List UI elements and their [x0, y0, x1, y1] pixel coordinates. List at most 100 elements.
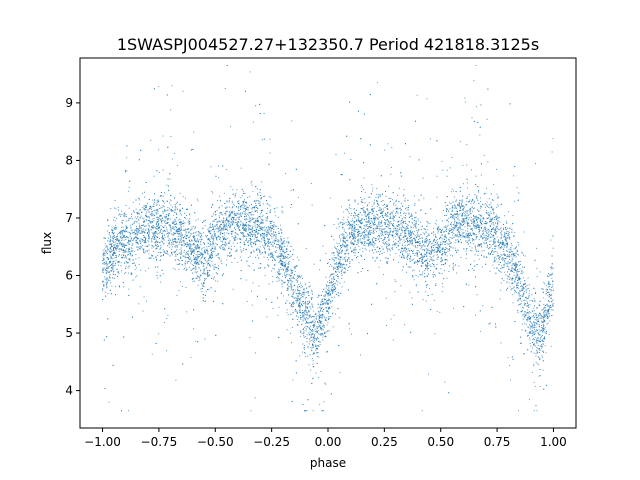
data-point	[197, 200, 199, 202]
data-point	[345, 268, 347, 270]
data-point	[267, 207, 268, 209]
data-point	[545, 288, 547, 290]
data-point	[219, 230, 221, 232]
data-point	[188, 250, 190, 252]
data-point	[445, 225, 447, 227]
data-point	[361, 231, 363, 233]
data-point	[331, 306, 333, 308]
data-point	[198, 277, 200, 279]
data-point	[303, 335, 305, 337]
data-point	[379, 210, 381, 212]
data-point	[246, 235, 248, 237]
data-point	[270, 229, 272, 231]
data-point	[280, 238, 282, 240]
data-point	[483, 228, 485, 230]
data-point	[155, 256, 157, 258]
data-point	[278, 240, 280, 242]
data-point	[496, 214, 498, 216]
data-point	[287, 283, 289, 285]
data-point	[237, 227, 239, 229]
data-point	[221, 229, 223, 231]
data-point	[546, 314, 548, 316]
data-point	[345, 245, 347, 247]
data-point	[163, 250, 165, 252]
data-point	[322, 339, 324, 341]
data-point	[513, 263, 515, 265]
data-point	[174, 204, 176, 206]
data-point	[435, 223, 437, 225]
data-point	[316, 348, 318, 350]
data-point	[366, 209, 368, 211]
data-point	[243, 207, 245, 209]
data-point	[153, 217, 155, 219]
data-point	[157, 233, 159, 235]
data-point	[433, 227, 435, 229]
data-point	[116, 247, 118, 249]
data-point	[548, 281, 550, 283]
scatter-points	[102, 64, 554, 412]
data-point	[284, 242, 286, 244]
data-point	[330, 289, 332, 291]
data-point	[386, 213, 388, 215]
data-point	[415, 274, 417, 276]
data-point	[534, 345, 536, 347]
data-point	[365, 212, 367, 214]
data-point	[377, 246, 379, 248]
data-point	[373, 218, 375, 220]
data-point	[248, 225, 250, 227]
data-point	[477, 243, 479, 245]
data-point	[487, 229, 489, 231]
data-point	[109, 238, 111, 240]
data-point	[115, 286, 117, 288]
data-point	[411, 215, 413, 217]
data-point	[244, 229, 246, 231]
data-point	[526, 319, 527, 321]
data-point	[376, 225, 378, 227]
data-point	[411, 297, 413, 299]
data-point	[263, 196, 265, 197]
data-point	[542, 350, 544, 352]
data-point	[460, 223, 461, 225]
data-point	[342, 219, 344, 221]
data-point	[522, 266, 524, 268]
data-point	[219, 211, 221, 213]
data-point	[408, 204, 410, 206]
data-point	[299, 302, 301, 304]
data-point	[540, 337, 542, 339]
data-point	[407, 255, 409, 257]
data-point	[197, 218, 199, 220]
data-point	[162, 234, 164, 236]
data-point	[530, 327, 532, 329]
data-point	[115, 254, 117, 256]
data-point	[147, 220, 149, 222]
data-point	[206, 266, 208, 268]
data-point	[483, 204, 485, 206]
data-point	[266, 231, 268, 233]
data-point	[522, 287, 524, 289]
data-point	[328, 285, 330, 287]
data-point	[173, 220, 175, 222]
data-point	[281, 260, 283, 262]
data-point	[108, 276, 110, 278]
data-point	[208, 238, 210, 240]
data-point	[195, 259, 197, 261]
data-point	[467, 232, 469, 234]
data-point	[286, 251, 288, 253]
data-point	[361, 214, 363, 216]
data-point	[191, 272, 193, 274]
data-point	[401, 269, 403, 271]
data-point	[106, 287, 108, 289]
data-point	[361, 220, 363, 222]
data-point	[450, 202, 452, 204]
data-point	[152, 245, 154, 247]
data-point	[358, 221, 360, 223]
data-point	[368, 221, 370, 223]
data-point	[512, 302, 514, 304]
data-point	[340, 270, 342, 272]
data-point	[226, 229, 228, 231]
data-point	[296, 295, 298, 297]
data-point	[343, 264, 345, 266]
data-point	[322, 410, 324, 412]
data-point	[192, 248, 194, 250]
data-point	[291, 306, 293, 308]
